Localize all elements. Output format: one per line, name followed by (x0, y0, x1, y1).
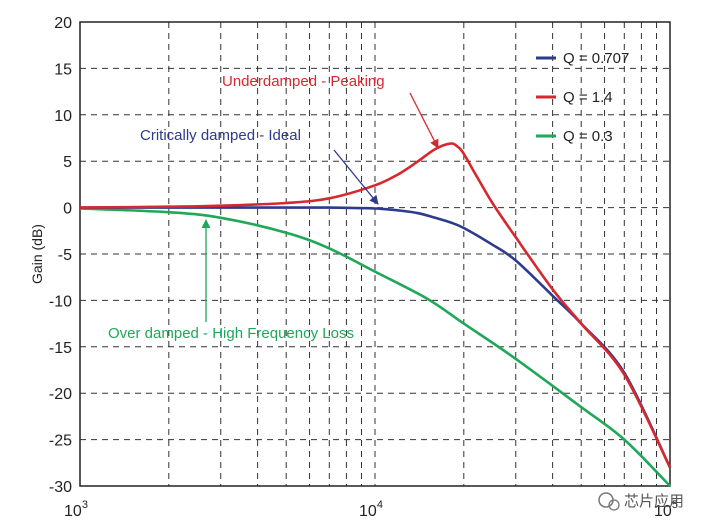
y-tick-label: 20 (54, 15, 72, 32)
plot-frame (79, 21, 671, 487)
x-tick-label: 103 (64, 499, 88, 520)
y-tick-label: 0 (63, 201, 72, 218)
watermark: 芯片应用 (598, 492, 684, 511)
y-tick-label: 5 (63, 154, 72, 171)
y-tick-label: -20 (49, 386, 72, 403)
annotation-critically-damped: Critically damped - Ideal (140, 127, 379, 205)
y-tick-label: -10 (49, 293, 72, 310)
x-tick-labels: 103 104 105 (64, 499, 678, 520)
x-tick-label: 105 (654, 499, 678, 520)
y-tick-label: -15 (49, 340, 72, 357)
y-tick-label: 10 (54, 108, 72, 125)
y-tick-labels: 20 15 10 5 0 -5 -10 -15 -20 -25 -30 (49, 15, 72, 496)
annotation-underdamped: Underdamped - Peaking (222, 73, 439, 149)
watermark-text: 芯片应用 (624, 492, 684, 510)
legend-label: Q = 0.707 (563, 50, 629, 67)
annotation-underdamped-arrow (409, 92, 439, 149)
legend: Q = 0.707 Q = 1.4 Q = 0.3 (536, 50, 629, 145)
wechat-icon-dot (608, 499, 620, 511)
y-tick-label: -25 (49, 433, 72, 450)
series-line-2 (79, 207, 671, 487)
y-axis-label: Gain (dB) (29, 224, 45, 284)
series-lines (79, 142, 672, 487)
annotation-critically-damped-text: Critically damped - Ideal (140, 127, 301, 144)
annotation-critically-damped-arrow (333, 149, 379, 205)
annotation-over-damped-text: Over damped - High Frequency Loss (108, 325, 354, 342)
annotation-over-damped: Over damped - High Frequency Loss (108, 219, 354, 342)
y-tick-label: -5 (58, 247, 72, 264)
annotation-underdamped-text: Underdamped - Peaking (222, 73, 385, 90)
y-tick-label: 15 (54, 61, 72, 78)
wechat-icon (598, 492, 614, 508)
series-line-1 (79, 142, 672, 468)
x-tick-label: 104 (359, 499, 383, 520)
y-tick-label: -30 (49, 479, 72, 496)
legend-label: Q = 1.4 (563, 89, 613, 106)
legend-label: Q = 0.3 (563, 128, 613, 145)
